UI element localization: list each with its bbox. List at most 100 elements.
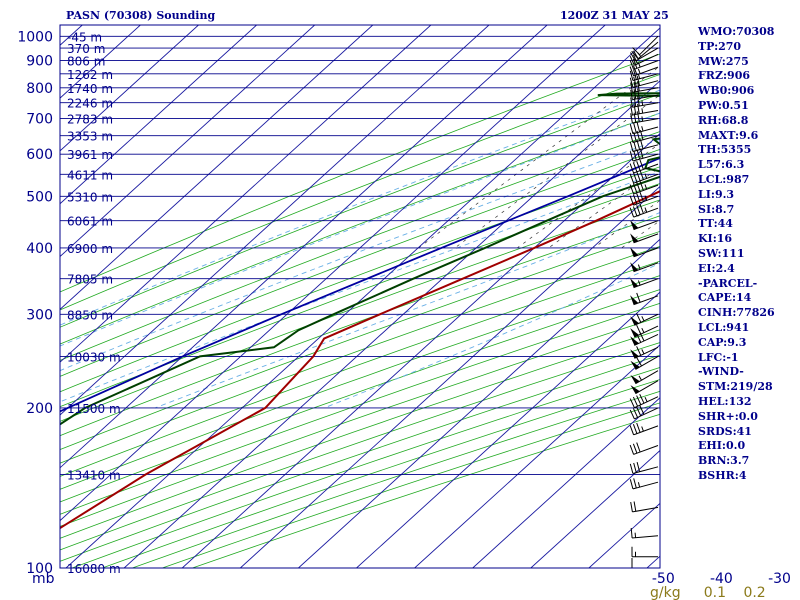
- isotherm-line: [298, 238, 660, 568]
- isotherm-line: [60, 25, 199, 152]
- wind-barb-flag: [633, 96, 637, 107]
- wind-barb-flag: [632, 54, 639, 65]
- wind-barb: [629, 65, 659, 77]
- wind-barb-pennant: [630, 278, 639, 288]
- wind-barb: [629, 478, 659, 490]
- wind-barb-flag: [633, 478, 637, 489]
- height-label: 13410 m: [67, 468, 121, 482]
- dry-adiabat-line: [60, 148, 660, 377]
- dry-adiabat-line: [60, 53, 660, 293]
- wind-barb-pennant: [630, 262, 639, 272]
- wind-barb: [630, 278, 659, 289]
- wind-barb-half-flag: [637, 52, 642, 57]
- wind-barb-flag: [633, 50, 639, 60]
- wind-barb: [629, 203, 659, 218]
- wind-barb-pennant: [630, 233, 639, 243]
- pressure-axis-label: mb: [32, 571, 55, 587]
- wind-barb: [629, 170, 659, 184]
- dry-adiabat-line: [60, 199, 660, 422]
- height-label: 6900 m: [67, 242, 113, 256]
- dry-adiabat-line: [60, 329, 660, 539]
- index-item: LI:9.3: [698, 187, 735, 201]
- wind-barb: [630, 380, 659, 395]
- wind-barb-staff: [633, 425, 659, 436]
- wind-barb-staff: [633, 66, 659, 77]
- wind-barb-flag: [639, 129, 644, 140]
- moist-adiabat-line: [60, 171, 660, 403]
- mixing-ratio-label: 0.2: [743, 585, 765, 600]
- height-label: 2783 m: [67, 113, 113, 127]
- index-item: BSHR:4: [698, 468, 747, 482]
- index-item: SHR+:0.0: [698, 409, 758, 423]
- wind-barb: [630, 324, 659, 338]
- index-item: -WIND-: [698, 365, 744, 379]
- wind-barb: [631, 558, 658, 569]
- wind-barb-flag: [630, 89, 633, 100]
- index-item: LFC:-1: [698, 350, 739, 364]
- height-label: 3961 m: [67, 148, 113, 162]
- isotherm-line: [239, 185, 660, 568]
- dry-adiabat-line: [60, 342, 660, 551]
- wind-barb: [630, 292, 659, 306]
- wind-barb-flag: [629, 173, 635, 184]
- dry-adiabat-line: [71, 367, 660, 568]
- wind-barb-staff: [632, 110, 659, 116]
- pressure-tick-label: 700: [26, 112, 53, 128]
- wind-barb-flag: [632, 206, 638, 217]
- wind-barb-flag: [636, 346, 642, 356]
- moist-adiabat-line: [60, 112, 660, 347]
- wind-barb-half-flag: [644, 396, 648, 402]
- wind-barb-flag: [630, 52, 636, 62]
- isotherm-line: [60, 25, 257, 205]
- wind-barb-staff: [634, 396, 659, 409]
- wind-barb-pennant: [630, 375, 640, 384]
- wind-barb-flag: [639, 393, 645, 404]
- wind-barb-flag: [632, 408, 639, 418]
- wind-barb-staff: [632, 506, 659, 513]
- pressure-tick-label: 800: [26, 81, 53, 97]
- isotherm-line: [181, 133, 660, 568]
- wind-barb-half-flag: [637, 68, 641, 74]
- dry-adiabat-line: [60, 246, 660, 464]
- wind-barb-staff: [632, 102, 659, 108]
- wind-barb: [629, 461, 659, 474]
- pressure-tick-label: 200: [26, 401, 53, 417]
- wind-barb-half-flag: [634, 532, 637, 538]
- wind-barb-flag: [629, 59, 635, 70]
- height-label: 10030 m: [67, 350, 121, 364]
- wind-barb-staff: [635, 370, 659, 385]
- index-item: L57:6.3: [698, 158, 745, 172]
- wind-barb-flag: [636, 75, 641, 86]
- wind-barb: [630, 346, 659, 359]
- wind-barb-flag: [633, 112, 637, 123]
- wind-barb-pennant: [630, 295, 639, 305]
- wind-barb: [629, 192, 659, 206]
- wind-barb-pennant: [630, 385, 640, 394]
- wind-barb-flag: [629, 66, 635, 77]
- index-item: EI:2.4: [698, 261, 735, 275]
- wind-barb-flag: [633, 81, 637, 92]
- wind-barb-half-flag: [637, 73, 641, 79]
- height-label: 4611 m: [67, 168, 113, 182]
- wind-barb: [630, 112, 659, 124]
- height-label: 8850 m: [67, 308, 113, 322]
- wind-barb-flag: [633, 150, 637, 161]
- wind-barb-staff: [633, 207, 659, 218]
- mixing-ratio-line: [418, 65, 660, 249]
- dry-adiabat-line: [60, 230, 660, 451]
- height-label: 3353 m: [67, 130, 113, 144]
- mixing-ratio-units: g/kg: [650, 585, 681, 600]
- wind-barb-pennant: [630, 349, 639, 359]
- wind-barb-staff: [632, 481, 659, 490]
- index-item: MW:275: [698, 54, 749, 68]
- isotherm-line: [60, 25, 432, 363]
- wind-barb: [629, 159, 659, 174]
- temperature-tick-label: -50: [652, 571, 675, 587]
- wind-barb-flag: [636, 313, 642, 323]
- wind-barb: [629, 148, 659, 162]
- isotherm-line: [0, 25, 24, 568]
- wind-barb-half-flag: [644, 195, 648, 201]
- wind-barb-flag: [636, 171, 641, 181]
- wind-barb-flag: [629, 141, 634, 152]
- wind-barb-staff: [633, 220, 659, 231]
